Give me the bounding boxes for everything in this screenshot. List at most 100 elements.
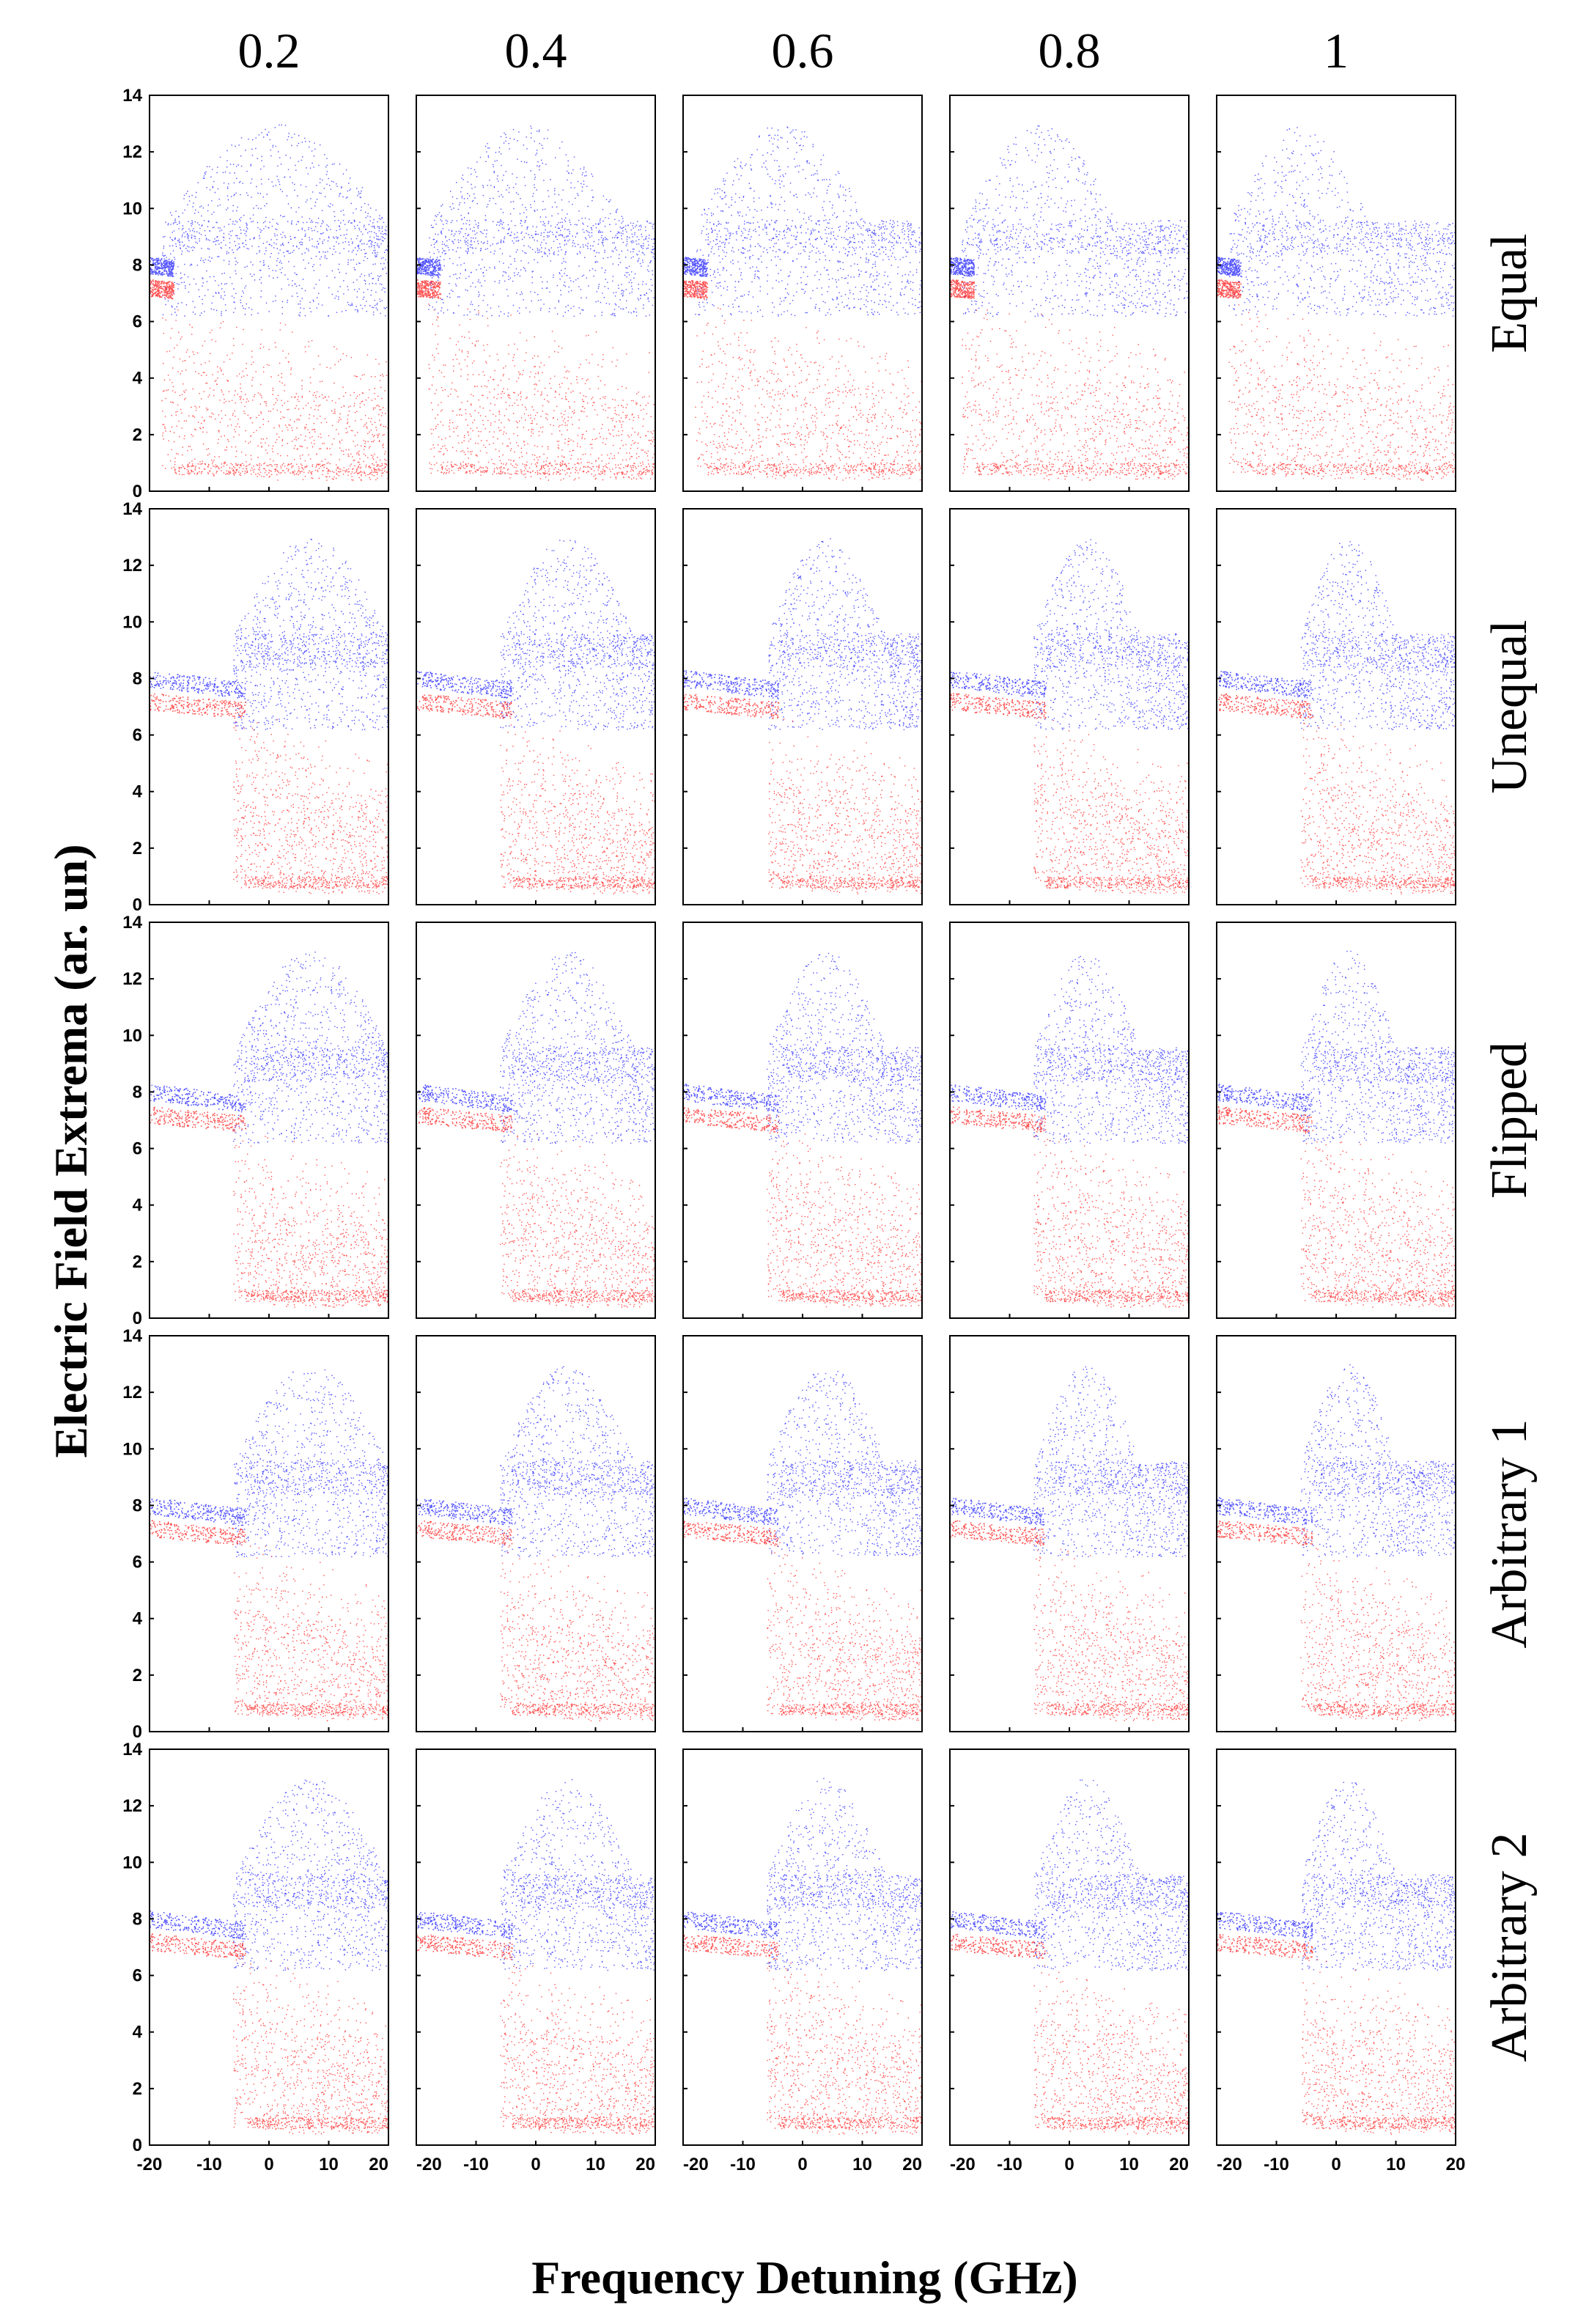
maxima-series bbox=[150, 1369, 389, 1557]
panel-r3-c0 bbox=[150, 1336, 389, 1732]
x-tick-label: 0 bbox=[1064, 2155, 1074, 2174]
x-tick-label: -20 bbox=[1217, 2155, 1242, 2174]
maxima-points bbox=[950, 1367, 1190, 1557]
panel-r0-c1 bbox=[416, 95, 656, 491]
y-tick-label: 12 bbox=[122, 556, 142, 576]
minima-series bbox=[950, 1106, 1190, 1308]
x-tick-label: -20 bbox=[416, 2155, 442, 2174]
y-tick-label: 4 bbox=[133, 1196, 143, 1216]
panel-frame bbox=[416, 922, 655, 1318]
minima-points bbox=[683, 1520, 923, 1721]
minima-points bbox=[150, 1933, 389, 2134]
x-tick-label: 20 bbox=[902, 2155, 922, 2174]
minima-series bbox=[683, 1935, 923, 2134]
row-label-2: Flipped bbox=[1481, 1042, 1538, 1199]
y-tick-label: 0 bbox=[133, 895, 142, 915]
minima-points bbox=[683, 1935, 923, 2134]
panel-r4-c4 bbox=[1217, 1749, 1456, 2145]
x-tick-label: 10 bbox=[319, 2155, 339, 2174]
maxima-points bbox=[683, 1371, 923, 1556]
x-axis-label: Frequency Detuning (GHz) bbox=[531, 2251, 1077, 2303]
panel-r4-c1 bbox=[416, 1749, 656, 2145]
minima-points bbox=[1218, 694, 1456, 894]
maxima-points bbox=[950, 125, 1190, 317]
maxima-series bbox=[150, 539, 389, 730]
panel-r1-c3 bbox=[950, 509, 1190, 905]
panel-frame bbox=[950, 95, 1189, 491]
minima-points bbox=[416, 1107, 656, 1308]
panel-r0-c2 bbox=[683, 95, 923, 491]
y-tick-label: 8 bbox=[133, 1909, 142, 1929]
maxima-points bbox=[416, 1367, 656, 1557]
minima-points bbox=[683, 1107, 923, 1307]
maxima-points bbox=[1217, 127, 1457, 317]
y-tick-label: 2 bbox=[133, 1252, 142, 1272]
panel-r1-c4 bbox=[1217, 509, 1456, 905]
maxima-series bbox=[1217, 951, 1457, 1144]
minima-series bbox=[683, 280, 923, 481]
minima-series bbox=[1217, 1106, 1457, 1308]
panel-frame bbox=[683, 922, 922, 1318]
maxima-points bbox=[1217, 1782, 1456, 1971]
maxima-points bbox=[416, 125, 656, 317]
maxima-points bbox=[683, 1778, 923, 1971]
minima-series bbox=[416, 279, 656, 481]
maxima-points bbox=[683, 127, 923, 317]
panel-r0-c3 bbox=[950, 95, 1190, 491]
y-tick-label: 4 bbox=[133, 2023, 143, 2042]
maxima-series bbox=[416, 125, 656, 317]
maxima-series bbox=[416, 1367, 656, 1557]
minima-points bbox=[950, 1934, 1190, 2135]
minima-series bbox=[1218, 694, 1456, 894]
y-tick-label: 10 bbox=[122, 1439, 142, 1459]
panel-r2-c3 bbox=[950, 922, 1190, 1318]
minima-points bbox=[416, 1520, 656, 1721]
minima-series bbox=[150, 1107, 390, 1308]
y-tick-label: 14 bbox=[122, 1326, 142, 1346]
x-tick-label: 20 bbox=[369, 2155, 388, 2174]
panel-r0-c4 bbox=[1217, 95, 1456, 491]
maxima-series bbox=[950, 125, 1190, 317]
x-tick-label: 0 bbox=[797, 2155, 807, 2174]
maxima-series bbox=[1218, 541, 1456, 730]
minima-series bbox=[950, 1934, 1190, 2135]
minima-points bbox=[416, 1935, 656, 2135]
y-tick-label: 6 bbox=[133, 312, 142, 332]
panel-r1-c1 bbox=[416, 509, 656, 905]
x-tick-label: -10 bbox=[1264, 2155, 1289, 2174]
y-tick-label: 8 bbox=[133, 1082, 142, 1102]
panel-r4-c0 bbox=[150, 1749, 389, 2145]
panel-r2-c4 bbox=[1217, 922, 1456, 1318]
minima-series bbox=[683, 1107, 923, 1307]
y-tick-label: 8 bbox=[133, 255, 142, 275]
minima-points bbox=[150, 1107, 390, 1308]
minima-points bbox=[150, 694, 389, 894]
y-tick-label: 6 bbox=[133, 1553, 142, 1573]
column-title-3: 0.8 bbox=[1039, 23, 1101, 78]
maxima-points bbox=[950, 1779, 1190, 1971]
x-tick-label: 10 bbox=[1119, 2155, 1139, 2174]
y-tick-label: 14 bbox=[122, 86, 142, 106]
y-tick-label: 8 bbox=[133, 1496, 142, 1515]
maxima-series bbox=[683, 1371, 923, 1556]
maxima-points bbox=[416, 952, 656, 1144]
maxima-series bbox=[150, 125, 389, 317]
minima-points bbox=[950, 693, 1190, 894]
maxima-points bbox=[683, 538, 923, 730]
y-tick-label: 10 bbox=[122, 1853, 142, 1872]
y-tick-label: 4 bbox=[133, 369, 143, 389]
y-tick-label: 4 bbox=[133, 782, 143, 802]
minima-series bbox=[683, 694, 923, 894]
column-title-1: 0.4 bbox=[505, 23, 567, 78]
panel-r1-c2 bbox=[683, 509, 923, 905]
y-tick-label: 2 bbox=[133, 2079, 142, 2099]
panel-frame bbox=[150, 95, 388, 491]
minima-series bbox=[950, 1520, 1190, 1721]
maxima-series bbox=[950, 1779, 1190, 1971]
panel-frame bbox=[416, 509, 655, 905]
x-axis-ticks: -20 -10 0 10 20 -20 -10 0 10 20 -20 -10 0 10 20 -20 -10 0… bbox=[137, 2155, 1466, 2174]
minima-points bbox=[1217, 1935, 1456, 2135]
maxima-points bbox=[1218, 541, 1456, 730]
